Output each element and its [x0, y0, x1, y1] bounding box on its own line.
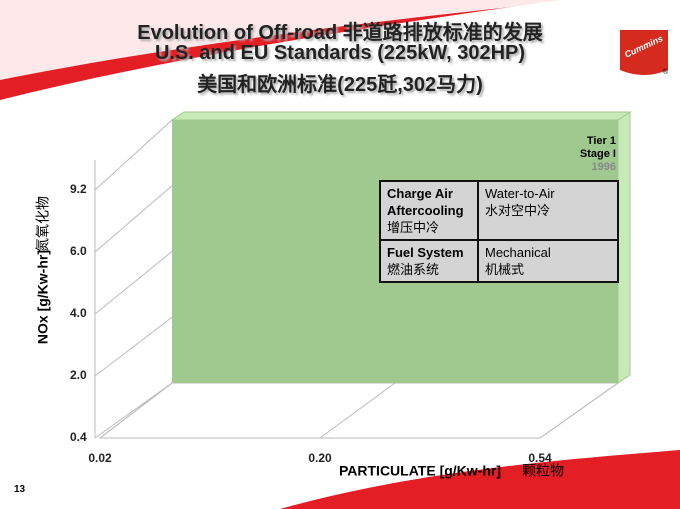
y-tick-label: 0.4 — [70, 430, 87, 444]
x-tick-label: 0.54 — [528, 451, 552, 465]
cell: 水对空中冷 — [485, 203, 551, 218]
cell: 机械式 — [485, 262, 525, 277]
y-tick-label: 4.0 — [70, 306, 87, 320]
x-tick-label: 0.02 — [88, 451, 112, 465]
x-tick-label: 0.20 — [308, 451, 332, 465]
region-side — [617, 111, 631, 384]
grid-line — [94, 251, 173, 315]
grid-line — [94, 185, 173, 253]
y-tick-label: 9.2 — [70, 182, 87, 196]
cell: Fuel System — [387, 245, 464, 260]
region-top — [170, 111, 632, 121]
grid-line — [94, 316, 173, 377]
grid-line — [319, 382, 396, 439]
page-number: 13 — [14, 484, 26, 495]
grid-line — [94, 382, 173, 439]
x-axis-label-cn: 颗粒物 — [522, 463, 564, 479]
title-line: Evolution of Off-road 非道路排放标准的发展 — [137, 22, 543, 44]
title-line: 美国和欧洲标准(225瓩,302马力) — [197, 74, 483, 96]
cell: Mechanical — [485, 245, 551, 260]
spec-table: Charge Air Aftercooling 增压中冷 Water-to-Air… — [379, 180, 619, 283]
tier-label: Tier 1 Stage I 1996 — [540, 135, 616, 174]
logo: Cummins ® — [620, 30, 669, 76]
footer-swoosh — [280, 450, 680, 509]
floor — [98, 382, 620, 439]
year: 1996 — [591, 161, 616, 173]
y-axis-label: NOx [g/Kw-hr] — [35, 250, 51, 344]
header-swoosh-highlight — [0, 0, 580, 80]
grid-line — [99, 382, 173, 439]
cell: 增压中冷 — [387, 220, 440, 235]
x-axis-label: PARTICULATE [g/Kw-hr] — [339, 463, 501, 479]
title-line: U.S. and EU Standards (225kW, 302HP) — [154, 42, 526, 64]
cell: 燃油系统 — [387, 262, 440, 277]
y-tick-label: 6.0 — [70, 244, 87, 258]
cell: Charge Air Aftercooling — [387, 186, 464, 218]
tier: Tier 1 — [586, 135, 616, 147]
y-tick-label: 2.0 — [70, 368, 87, 382]
stage: Stage I — [579, 148, 616, 160]
y-axis-label-cn: 氮氧化物 — [35, 196, 51, 252]
cell: Water-to-Air — [485, 186, 555, 201]
grid-line — [539, 382, 619, 439]
grid-line — [94, 119, 173, 191]
svg-text:®: ® — [663, 68, 669, 76]
